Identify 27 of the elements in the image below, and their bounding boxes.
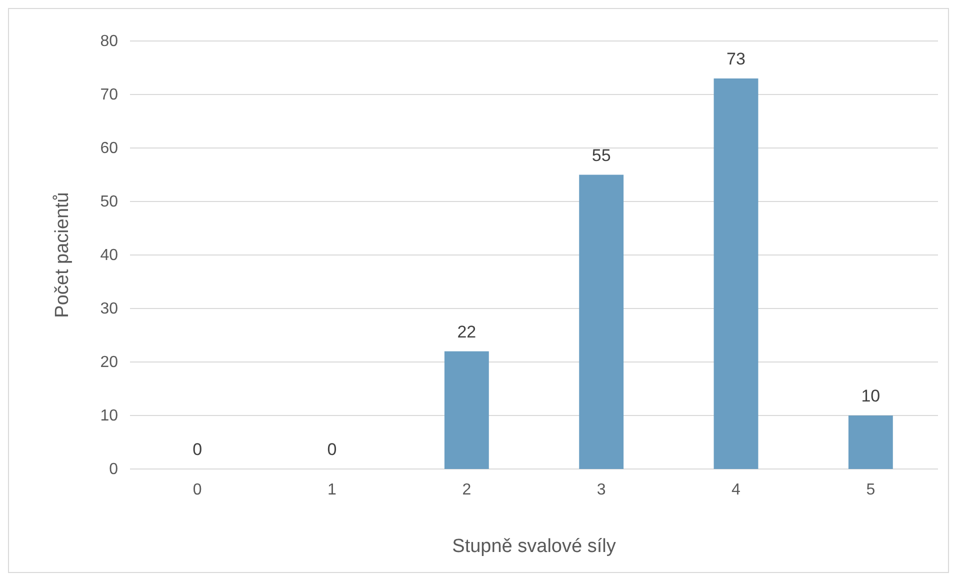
bar xyxy=(579,174,624,469)
y-tick-label: 30 xyxy=(100,300,118,318)
data-label: 55 xyxy=(592,146,611,165)
y-axis-title: Počet pacientů xyxy=(52,192,73,318)
data-label: 0 xyxy=(327,440,337,459)
y-tick-label: 70 xyxy=(100,86,118,104)
x-tick-label: 0 xyxy=(192,481,202,498)
y-tick-label: 80 xyxy=(100,33,118,50)
x-tick-label: 4 xyxy=(732,481,741,498)
y-tick-label: 10 xyxy=(100,408,118,425)
x-tick-label: 5 xyxy=(866,481,876,498)
bar xyxy=(714,78,758,469)
y-tick-label: 50 xyxy=(100,194,118,211)
data-label: 73 xyxy=(726,49,746,68)
y-tick-label: 20 xyxy=(100,354,118,372)
y-tick-label: 0 xyxy=(109,461,118,478)
data-label: 10 xyxy=(861,386,880,406)
y-tick-label: 40 xyxy=(100,247,118,264)
bar xyxy=(444,351,489,469)
x-tick-label: 1 xyxy=(328,481,337,498)
x-tick-label: 3 xyxy=(596,481,606,498)
y-tick-label: 60 xyxy=(100,140,118,158)
data-label: 22 xyxy=(457,322,476,342)
data-label: 0 xyxy=(192,440,202,459)
bar xyxy=(848,416,893,469)
x-axis-title: Stupně svalové síly xyxy=(452,536,616,557)
x-tick-label: 2 xyxy=(462,481,472,498)
